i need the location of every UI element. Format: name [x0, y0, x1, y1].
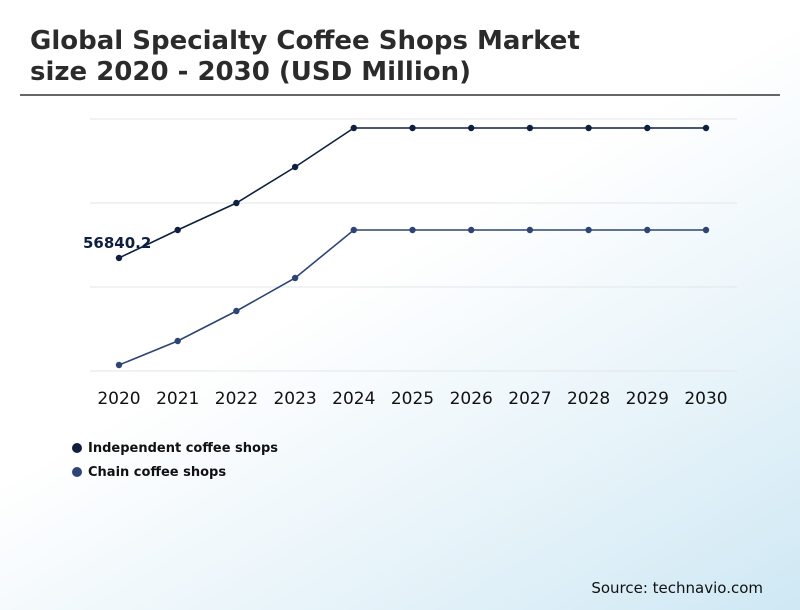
x-tick-label: 2028	[567, 389, 610, 409]
data-point-series-0	[115, 254, 123, 262]
x-tick-label: 2026	[450, 389, 493, 409]
chart-legend: Independent coffee shops Chain coffee sh…	[72, 436, 278, 484]
data-point-series-0	[468, 124, 475, 132]
legend-marker-chain	[72, 467, 82, 477]
source-note: Source: technavio.com	[591, 579, 763, 597]
data-point-series-1	[350, 226, 357, 234]
data-point-series-1	[174, 337, 181, 345]
data-point-series-1	[526, 226, 534, 234]
legend-marker-independent	[72, 443, 82, 453]
data-point-series-0	[585, 124, 592, 132]
x-tick-label: 2030	[684, 389, 727, 409]
legend-label-chain: Chain coffee shops	[88, 464, 227, 480]
data-point-series-0	[526, 124, 534, 132]
title-divider	[20, 94, 780, 96]
data-point-series-1	[702, 226, 710, 234]
data-point-series-0	[644, 124, 651, 132]
data-point-series-0	[350, 124, 357, 132]
data-point-series-0	[233, 199, 240, 207]
x-tick-label: 2022	[215, 389, 258, 409]
chart-title: Global Specialty Coffee Shops Market siz…	[30, 26, 580, 88]
data-point-series-1	[291, 274, 299, 282]
x-tick-label: 2023	[273, 389, 316, 409]
x-tick-label: 2024	[332, 389, 375, 409]
x-tick-label: 2020	[97, 389, 140, 409]
data-label: 56840.2	[83, 234, 151, 252]
x-tick-label: 2029	[626, 389, 669, 409]
legend-item-chain: Chain coffee shops	[72, 460, 278, 484]
data-point-series-1	[585, 226, 592, 234]
x-tick-label: 2025	[391, 389, 434, 409]
data-point-series-1	[233, 307, 240, 315]
data-point-series-1	[468, 226, 475, 234]
line-chart: 2020 2021 2022 2023 2024 2025 2026 2027 2028 2029…	[83, 118, 737, 409]
legend-item-independent: Independent coffee shops	[72, 436, 278, 460]
chart-title-line-1: Global Specialty Coffee Shops Market	[30, 26, 580, 56]
data-point-series-1	[644, 226, 651, 234]
data-point-series-0	[702, 124, 710, 132]
data-point-series-0	[174, 226, 181, 234]
data-point-series-1	[409, 226, 416, 234]
x-tick-label: 2027	[508, 389, 551, 409]
chart-title-line-2: size 2020 - 2030 (USD Million)	[30, 57, 472, 87]
legend-label-independent: Independent coffee shops	[88, 440, 279, 456]
x-tick-label: 2021	[156, 389, 199, 409]
series-line-0	[118, 127, 706, 259]
data-point-series-0	[409, 124, 416, 132]
data-point-series-0	[291, 163, 299, 171]
series-line-1	[118, 229, 706, 366]
data-point-series-1	[115, 361, 123, 369]
